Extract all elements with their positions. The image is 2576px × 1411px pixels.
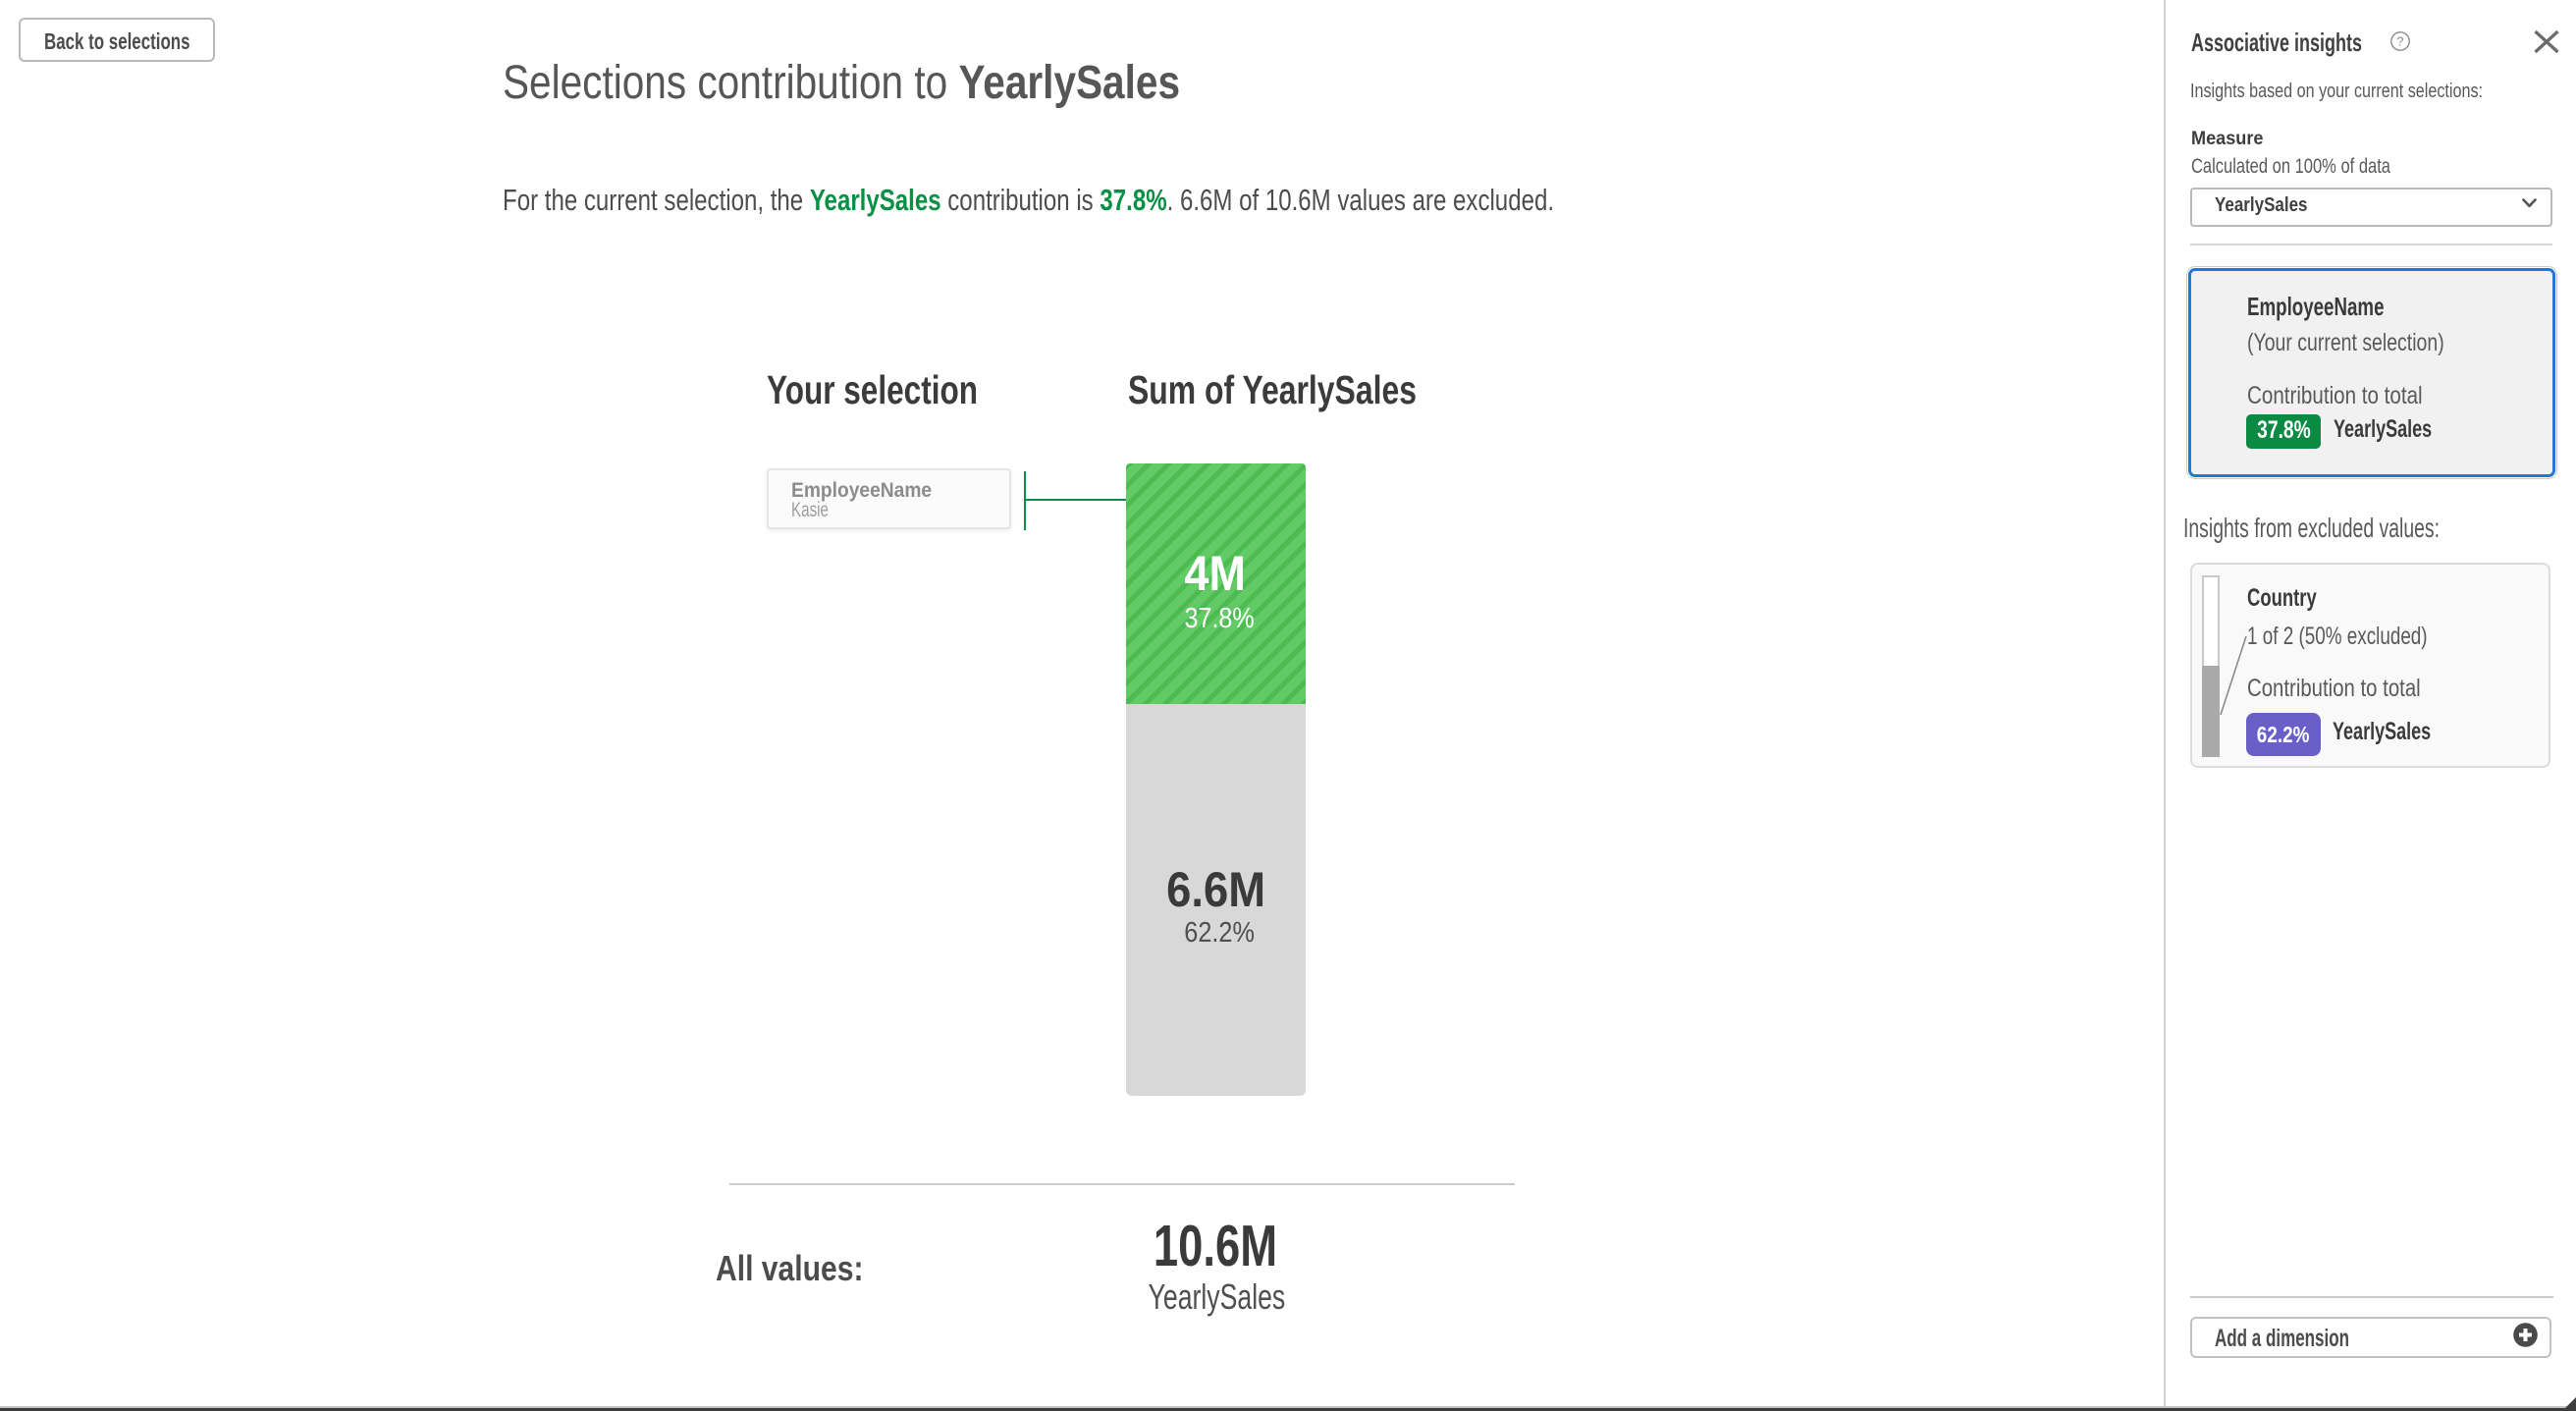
svg-text:?: ? xyxy=(2397,34,2404,48)
